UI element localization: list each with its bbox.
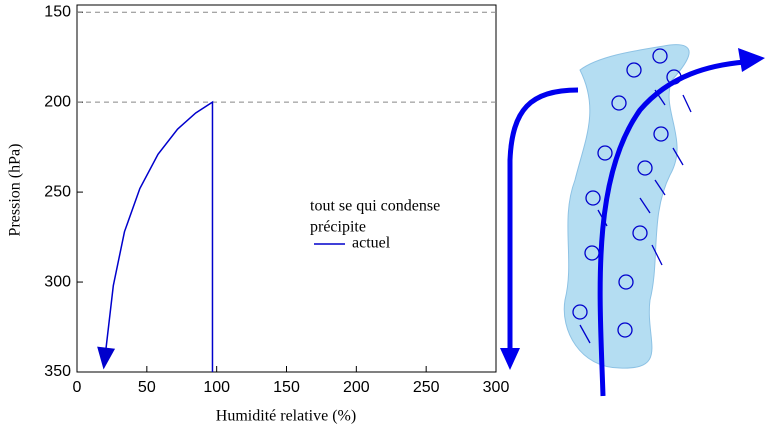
x-tick-label: 0: [73, 379, 82, 396]
x-tick-label: 250: [413, 379, 440, 396]
y-tick-label: 350: [44, 363, 71, 380]
diagram: [500, 44, 765, 397]
x-tick-label: 150: [273, 379, 300, 396]
annotation: précipite: [310, 219, 366, 236]
legend-label: actuel: [352, 235, 391, 252]
cloud: [563, 44, 690, 369]
annotation: tout se qui condense: [310, 198, 440, 215]
updraft-arrow: [597, 59, 746, 397]
arrowhead: [738, 48, 765, 72]
y-tick-label: 300: [44, 273, 71, 290]
legend: actuel: [314, 235, 391, 252]
y-tick-label: 150: [44, 3, 71, 20]
x-tick-label: 300: [483, 379, 510, 396]
x-tick-label: 200: [343, 379, 370, 396]
arrowhead: [500, 348, 520, 370]
precip-arrow: [507, 87, 579, 350]
arrowhead: [97, 346, 116, 370]
x-tick-label: 50: [138, 379, 156, 396]
y-tick-label: 200: [44, 93, 71, 110]
x-tick-label: 100: [203, 379, 230, 396]
y-axis-label: Pression (hPa): [7, 144, 24, 237]
line: [104, 100, 214, 372]
x-axis-label: Humidité relative (%): [216, 408, 356, 425]
y-tick-label: 250: [44, 183, 71, 200]
